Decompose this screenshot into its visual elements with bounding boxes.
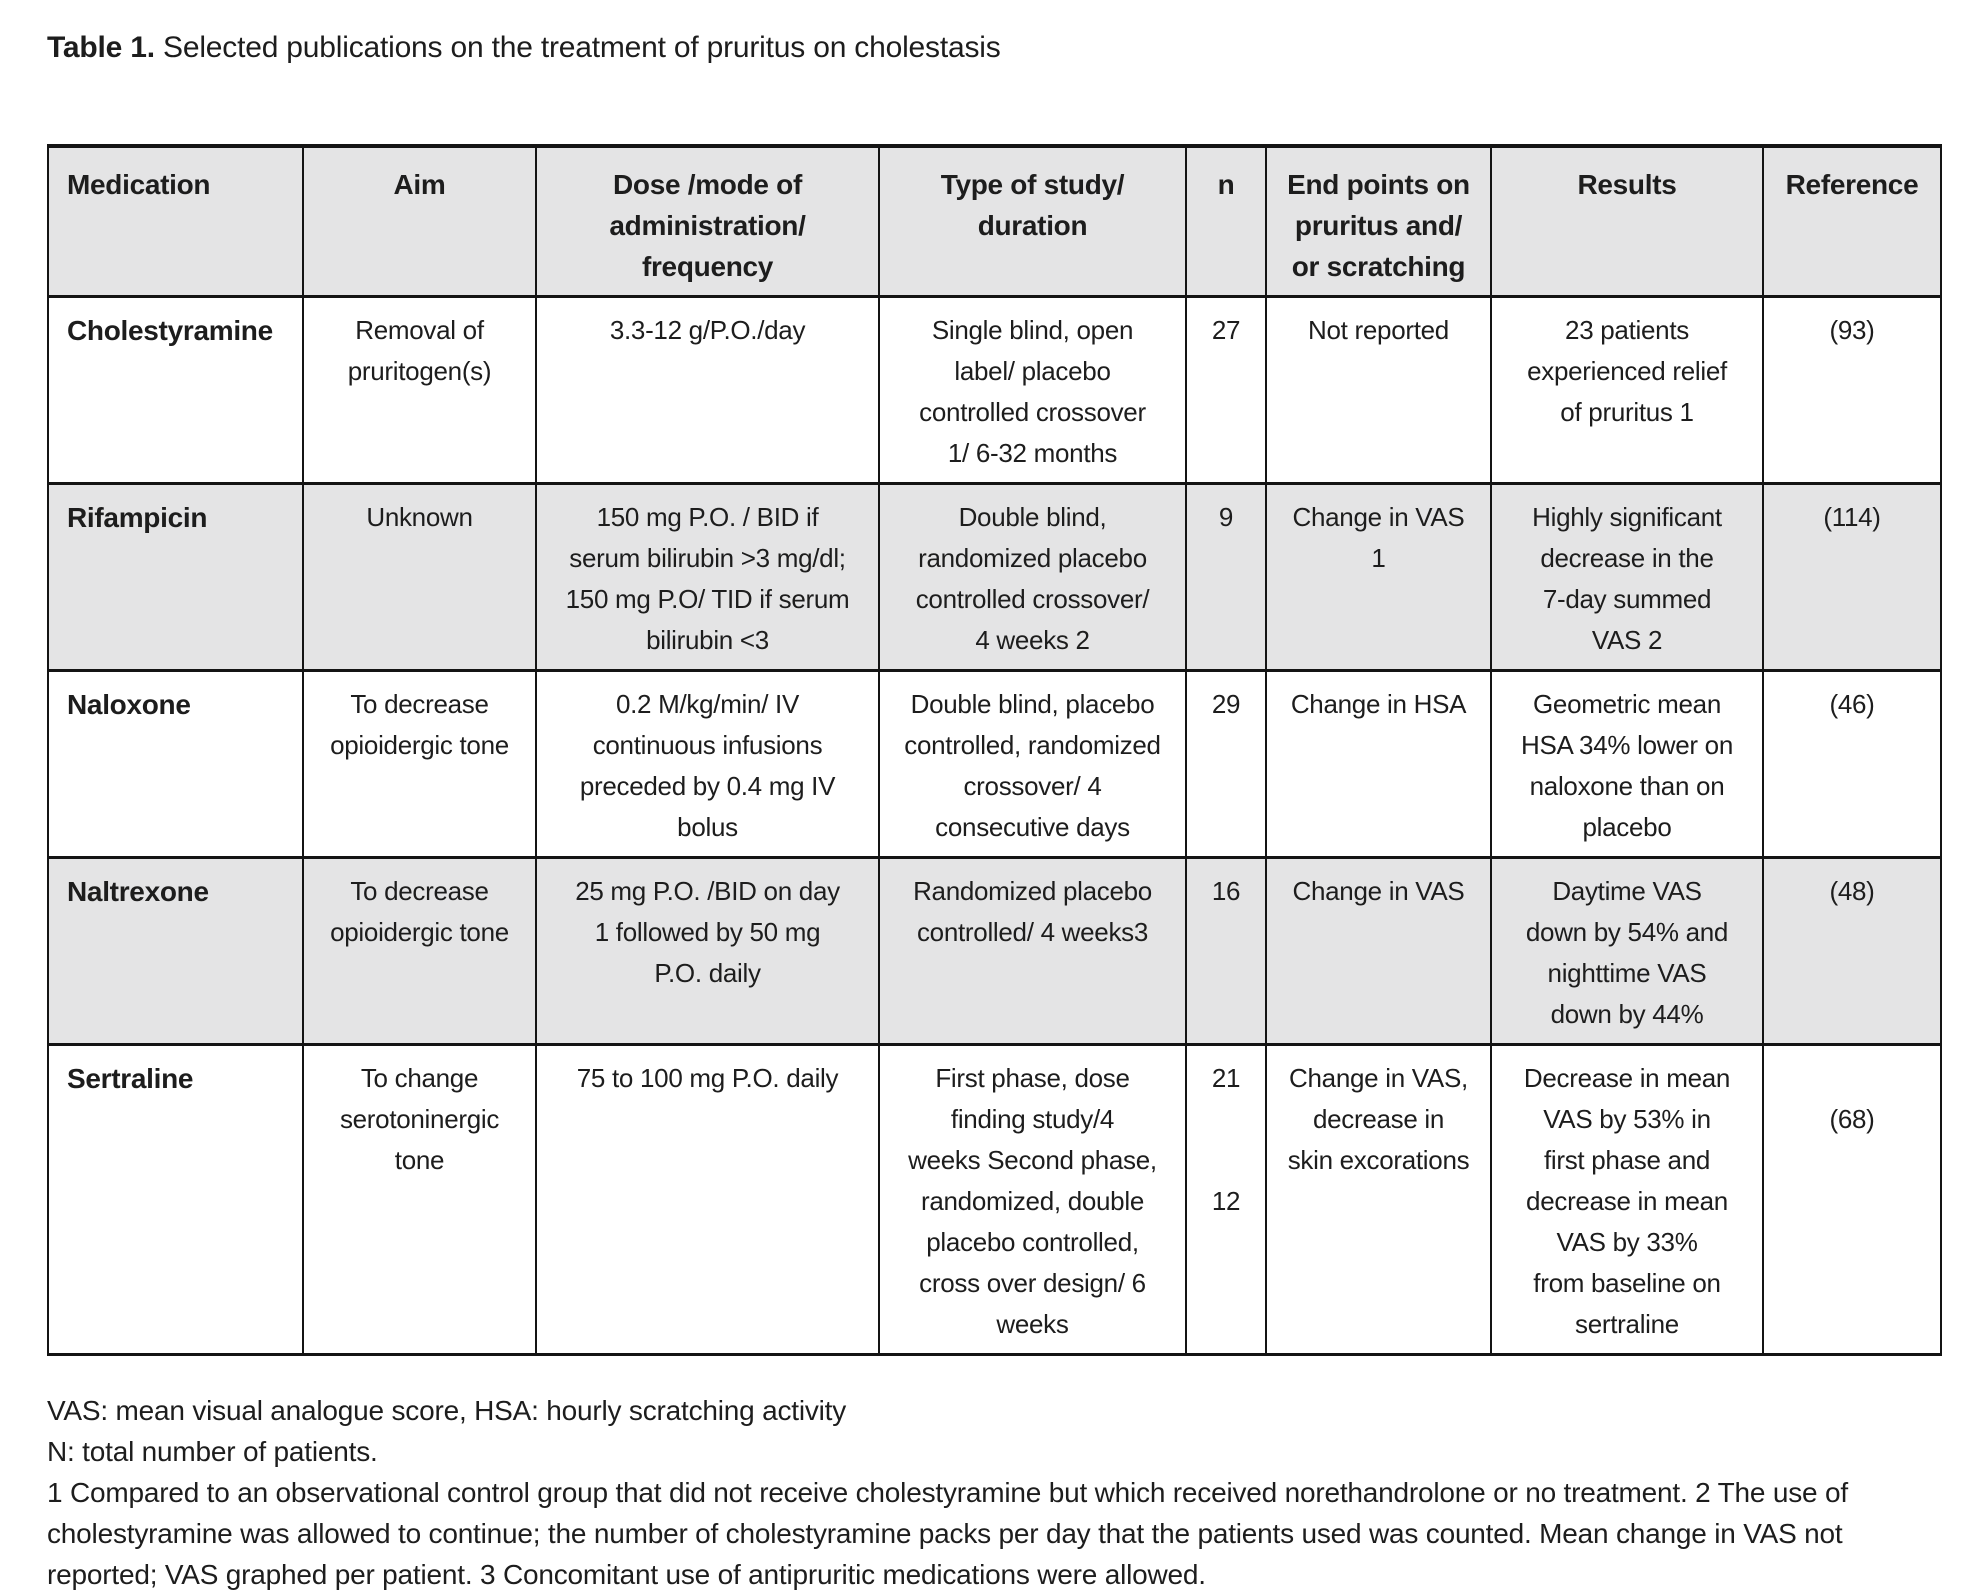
cell-dose: 75 to 100 mg P.O. daily [535, 1043, 880, 1356]
table-row-cholestyramine: Cholestyramine Removal of pruritogen(s) … [47, 295, 1942, 485]
cell-n: 9 [1185, 482, 1267, 672]
cell-dose: 0.2 M/kg/min/ IV continuous infusions pr… [535, 669, 880, 859]
header-medication: Medication [47, 144, 304, 298]
table-row-naltrexone: Naltrexone To decrease opioidergic tone … [47, 856, 1942, 1046]
publications-table: Medication Aim Dose /mode of administrat… [47, 144, 1942, 1356]
cell-aim: To decrease opioidergic tone [302, 669, 537, 859]
cell-study-type: First phase, dose finding study/4 weeks … [878, 1043, 1187, 1356]
cell-results: 23 patients experienced relief of prurit… [1490, 295, 1764, 485]
cell-n: 21 12 [1185, 1043, 1267, 1356]
cell-aim: To decrease opioidergic tone [302, 856, 537, 1046]
cell-endpoints: Change in VAS 1 [1265, 482, 1492, 672]
cell-results: Decrease in mean VAS by 53% in first pha… [1490, 1043, 1764, 1356]
cell-n: 29 [1185, 669, 1267, 859]
header-n: n [1185, 144, 1267, 298]
table-row-sertraline: Sertraline To change serotoninergic tone… [47, 1043, 1942, 1356]
page-title: Table 1. Selected publications on the tr… [47, 26, 1942, 70]
cell-reference: (93) [1762, 295, 1942, 485]
cell-dose: 150 mg P.O. / BID if serum bilirubin >3 … [535, 482, 880, 672]
header-results: Results [1490, 144, 1764, 298]
cell-aim: Removal of pruritogen(s) [302, 295, 537, 485]
cell-dose: 3.3-12 g/P.O./day [535, 295, 880, 485]
cell-study-type: Randomized placebo controlled/ 4 weeks3 [878, 856, 1187, 1046]
cell-reference: (46) [1762, 669, 1942, 859]
cell-n: 27 [1185, 295, 1267, 485]
cell-reference: (68) [1762, 1043, 1942, 1356]
header-dose: Dose /mode of administration/ frequency [535, 144, 880, 298]
footnote-n-definition: N: total number of patients. [47, 1436, 378, 1467]
cell-endpoints: Change in VAS [1265, 856, 1492, 1046]
cell-endpoints: Change in VAS, decrease in skin excorati… [1265, 1043, 1492, 1356]
table-title-text: Selected publications on the treatment o… [154, 31, 1001, 64]
cell-medication: Naloxone [47, 669, 304, 859]
cell-medication: Cholestyramine [47, 295, 304, 485]
table-row-rifampicin: Rifampicin Unknown 150 mg P.O. / BID if … [47, 482, 1942, 672]
cell-results: Highly significant decrease in the 7-day… [1490, 482, 1764, 672]
cell-study-type: Single blind, open label/ placebo contro… [878, 295, 1187, 485]
cell-medication: Sertraline [47, 1043, 304, 1356]
table-header-row: Medication Aim Dose /mode of administrat… [47, 144, 1942, 298]
header-endpoints: End points on pruritus and/ or scratchin… [1265, 144, 1492, 298]
cell-n: 16 [1185, 856, 1267, 1046]
cell-reference: (114) [1762, 482, 1942, 672]
cell-endpoints: Change in HSA [1265, 669, 1492, 859]
table-number-label: Table 1. [47, 31, 155, 64]
footnote-abbreviations: VAS: mean visual analogue score, HSA: ho… [47, 1395, 847, 1426]
cell-aim: To change serotoninergic tone [302, 1043, 537, 1356]
cell-aim: Unknown [302, 482, 537, 672]
cell-endpoints: Not reported [1265, 295, 1492, 485]
header-study-type: Type of study/ duration [878, 144, 1187, 298]
cell-reference: (48) [1762, 856, 1942, 1046]
table-body: Cholestyramine Removal of pruritogen(s) … [47, 295, 1942, 1356]
cell-results: Daytime VAS down by 54% and nighttime VA… [1490, 856, 1764, 1046]
header-reference: Reference [1762, 144, 1942, 298]
cell-dose: 25 mg P.O. /BID on day 1 followed by 50 … [535, 856, 880, 1046]
cell-results: Geometric mean HSA 34% lower on naloxone… [1490, 669, 1764, 859]
cell-medication: Naltrexone [47, 856, 304, 1046]
header-aim: Aim [302, 144, 537, 298]
cell-medication: Rifampicin [47, 482, 304, 672]
table-row-naloxone: Naloxone To decrease opioidergic tone 0.… [47, 669, 1942, 859]
table-header: Medication Aim Dose /mode of administrat… [47, 144, 1942, 298]
footnote-numbered-notes: 1 Compared to an observational control g… [47, 1477, 1848, 1590]
cell-study-type: Double blind, placebo controlled, random… [878, 669, 1187, 859]
footnotes: VAS: mean visual analogue score, HSA: ho… [47, 1390, 1940, 1595]
cell-study-type: Double blind, randomized placebo control… [878, 482, 1187, 672]
